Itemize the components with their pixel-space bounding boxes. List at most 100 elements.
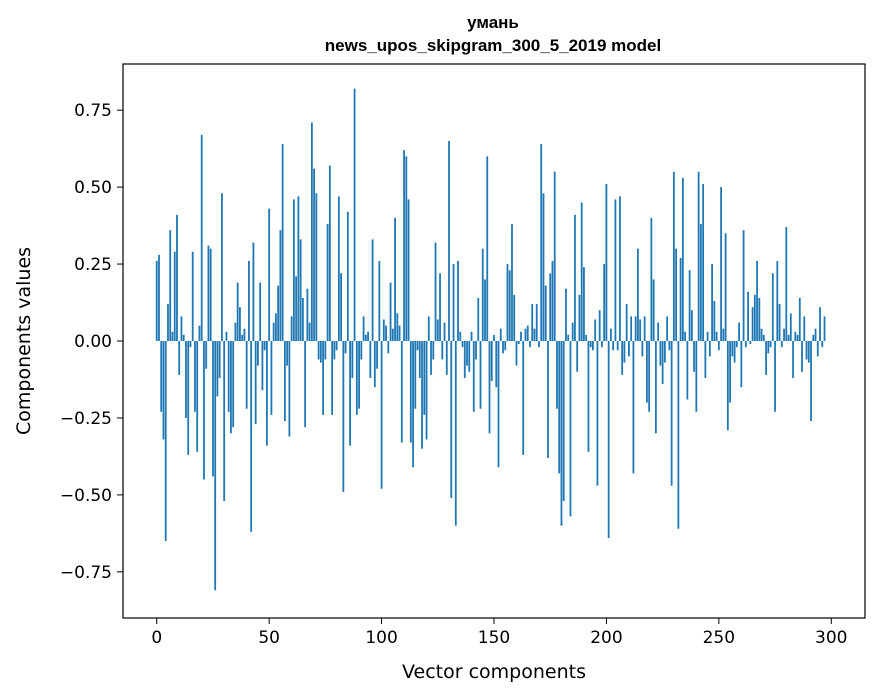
bar-295 [819, 307, 821, 341]
bar-293 [814, 328, 817, 341]
bar-62 [295, 276, 298, 341]
bar-230 [672, 171, 675, 341]
bar-71 [315, 193, 318, 341]
bar-9 [176, 214, 178, 341]
bar-15 [189, 341, 192, 348]
bar-201 [607, 341, 610, 538]
bar-36 [236, 282, 239, 341]
y-tick-label: −0.50 [60, 486, 112, 506]
bar-220 [650, 217, 653, 341]
bar-135 [459, 331, 462, 341]
bar-102 [385, 325, 387, 341]
bar-237 [688, 270, 691, 341]
bar-109 [400, 341, 403, 443]
bar-69 [310, 122, 313, 341]
bar-243 [702, 184, 705, 341]
bar-162 [520, 331, 522, 341]
bar-37 [239, 307, 241, 341]
bar-149 [490, 341, 493, 382]
x-tick-label: 100 [365, 628, 397, 648]
bar-250 [717, 341, 720, 351]
x-axis-ticks: 0 50 100 150 200 250 300 [151, 618, 847, 648]
bar-241 [697, 171, 700, 341]
bar-99 [378, 260, 381, 341]
bar-136 [461, 341, 464, 348]
bar-122 [430, 341, 432, 375]
bar-130 [448, 140, 450, 341]
bar-97 [373, 341, 376, 388]
bar-113 [409, 341, 412, 443]
bar-180 [560, 341, 563, 526]
x-tick-label: 50 [258, 628, 280, 648]
bar-167 [531, 304, 534, 341]
bar-138 [466, 341, 468, 366]
y-tick-label: 0.75 [74, 101, 112, 121]
chart-subtitle: news_upos_skipgram_300_5_2019 model [325, 36, 661, 55]
bar-236 [686, 341, 689, 400]
bar-42 [250, 341, 253, 532]
bar-249 [715, 331, 718, 341]
bar-221 [652, 279, 655, 341]
bar-270 [762, 334, 765, 341]
y-axis-label: Components values [13, 247, 35, 435]
bars-group [155, 88, 826, 591]
x-tick-label: 250 [703, 628, 735, 648]
bar-165 [526, 325, 529, 341]
bar-125 [436, 319, 439, 341]
bar-44 [254, 341, 257, 425]
bar-133 [454, 341, 457, 526]
bar-22 [205, 341, 208, 369]
bar-254 [726, 341, 729, 431]
bar-107 [396, 313, 399, 341]
bar-286 [798, 297, 801, 341]
x-tick-label: 150 [478, 628, 510, 648]
bar-142 [475, 341, 477, 360]
y-tick-label: 0.25 [74, 255, 112, 275]
bar-207 [621, 341, 624, 375]
bar-206 [619, 196, 621, 341]
bar-72 [317, 341, 320, 360]
bar-257 [733, 341, 736, 363]
bar-126 [439, 273, 441, 341]
bar-284 [794, 331, 797, 341]
bar-21 [203, 341, 205, 480]
bar-223 [657, 322, 660, 341]
bar-209 [625, 304, 628, 341]
bar-168 [533, 328, 536, 341]
bar-147 [486, 156, 489, 341]
bar-271 [765, 341, 767, 375]
bar-212 [632, 341, 635, 474]
bar-183 [567, 334, 570, 341]
bar-274 [771, 273, 774, 341]
bar-75 [324, 341, 327, 360]
bar-156 [506, 264, 509, 341]
bar-265 [751, 307, 754, 341]
bar-83 [342, 341, 345, 492]
bar-244 [704, 341, 707, 378]
bar-76 [326, 224, 329, 341]
bar-65 [301, 297, 304, 341]
bar-12 [182, 334, 185, 341]
bar-78 [331, 341, 334, 415]
bar-95 [369, 341, 372, 378]
bar-101 [382, 319, 385, 341]
y-tick-label: 0.00 [74, 332, 112, 352]
plot-frame [122, 63, 866, 619]
bar-128 [443, 322, 446, 341]
bar-108 [398, 325, 401, 341]
bar-160 [515, 341, 518, 366]
bar-283 [792, 341, 794, 378]
bar-224 [659, 341, 662, 366]
bar-184 [569, 341, 572, 517]
bar-276 [776, 260, 779, 341]
bar-281 [787, 334, 790, 341]
bar-120 [425, 341, 428, 440]
bar-52 [272, 322, 275, 341]
bar-231 [675, 248, 678, 341]
bar-253 [724, 233, 727, 341]
bar-205 [616, 341, 619, 351]
bar-58 [286, 341, 289, 366]
bar-74 [322, 341, 325, 415]
bar-172 [542, 193, 545, 341]
bar-227 [666, 316, 669, 341]
